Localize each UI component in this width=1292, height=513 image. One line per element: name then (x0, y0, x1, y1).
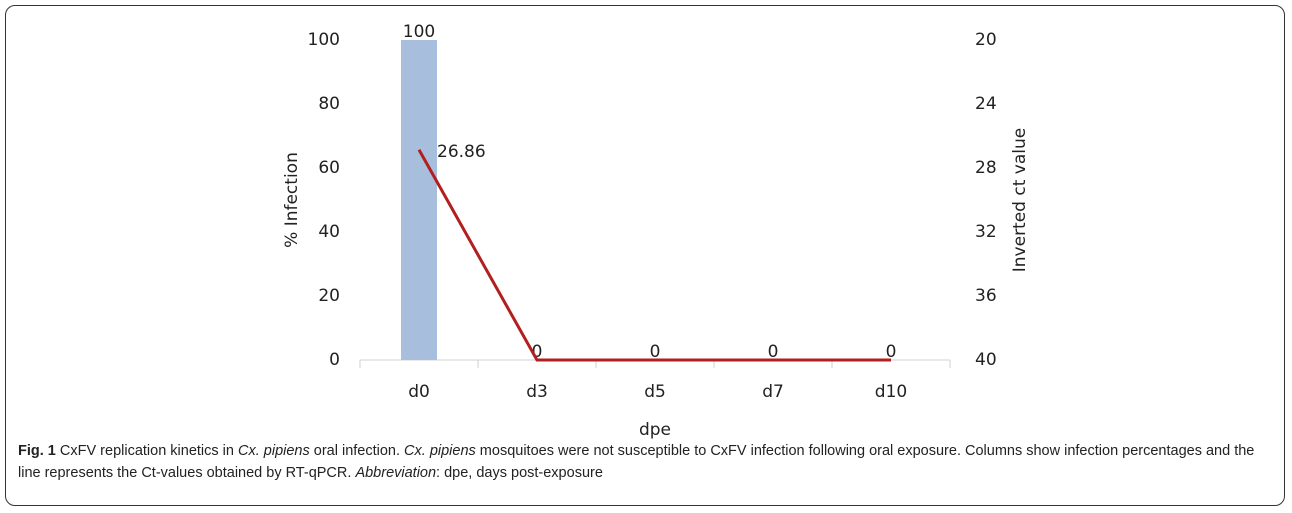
bar (401, 40, 437, 360)
bar-value-label: 0 (768, 342, 779, 362)
x-axis-title: dpe (639, 420, 671, 440)
y2-tick-label: 36 (975, 286, 997, 306)
y2-tick-label: 40 (975, 350, 997, 370)
y2-tick-label: 20 (975, 30, 997, 50)
x-tick-label: d0 (408, 382, 430, 402)
caption: Fig. 1 CxFV replication kinetics in Cx. … (18, 440, 1268, 484)
x-tick-label: d5 (644, 382, 666, 402)
y2-axis-title: Inverted ct value (1010, 128, 1030, 272)
y-tick-label: 80 (318, 94, 340, 114)
caption-italic: Cx. pipiens (404, 443, 476, 459)
x-tick-label: d7 (762, 382, 784, 402)
y-tick-label: 0 (329, 350, 340, 370)
y-tick-label: 100 (308, 30, 340, 50)
figure-frame (5, 5, 1285, 506)
bar-value-label: 0 (650, 342, 661, 362)
chart: % Infection Inverted ct value dpe 0 20 40 6… (282, 22, 1030, 440)
y2-tick-label: 32 (975, 222, 997, 242)
caption-text: : dpe, days post-exposure (436, 465, 603, 481)
caption-italic: Abbreviation (355, 465, 437, 481)
caption-text: CxFV replication kinetics in (55, 443, 238, 459)
y2-tick-label: 28 (975, 158, 997, 178)
caption-label: Fig. 1 (18, 443, 56, 459)
bar-value-label: 0 (886, 342, 897, 362)
caption-italic: Cx. pipiens (238, 443, 310, 459)
line-value-label: 26.86 (437, 142, 486, 162)
y-axis-title: % Infection (282, 152, 302, 248)
caption-text: oral infection. (309, 443, 405, 459)
y-tick-label: 40 (318, 222, 340, 242)
y2-tick-label: 24 (975, 94, 997, 114)
y-tick-label: 20 (318, 286, 340, 306)
line-series (417, 149, 891, 362)
caption-text: mosquitoes were not susceptible to CxFV … (18, 443, 1255, 481)
bar-value-label: 0 (532, 342, 543, 362)
x-tick-label: d3 (526, 382, 548, 402)
x-tick-label: d10 (875, 382, 907, 402)
y-tick-label: 60 (318, 158, 340, 178)
bar-value-label: 100 (403, 22, 435, 42)
